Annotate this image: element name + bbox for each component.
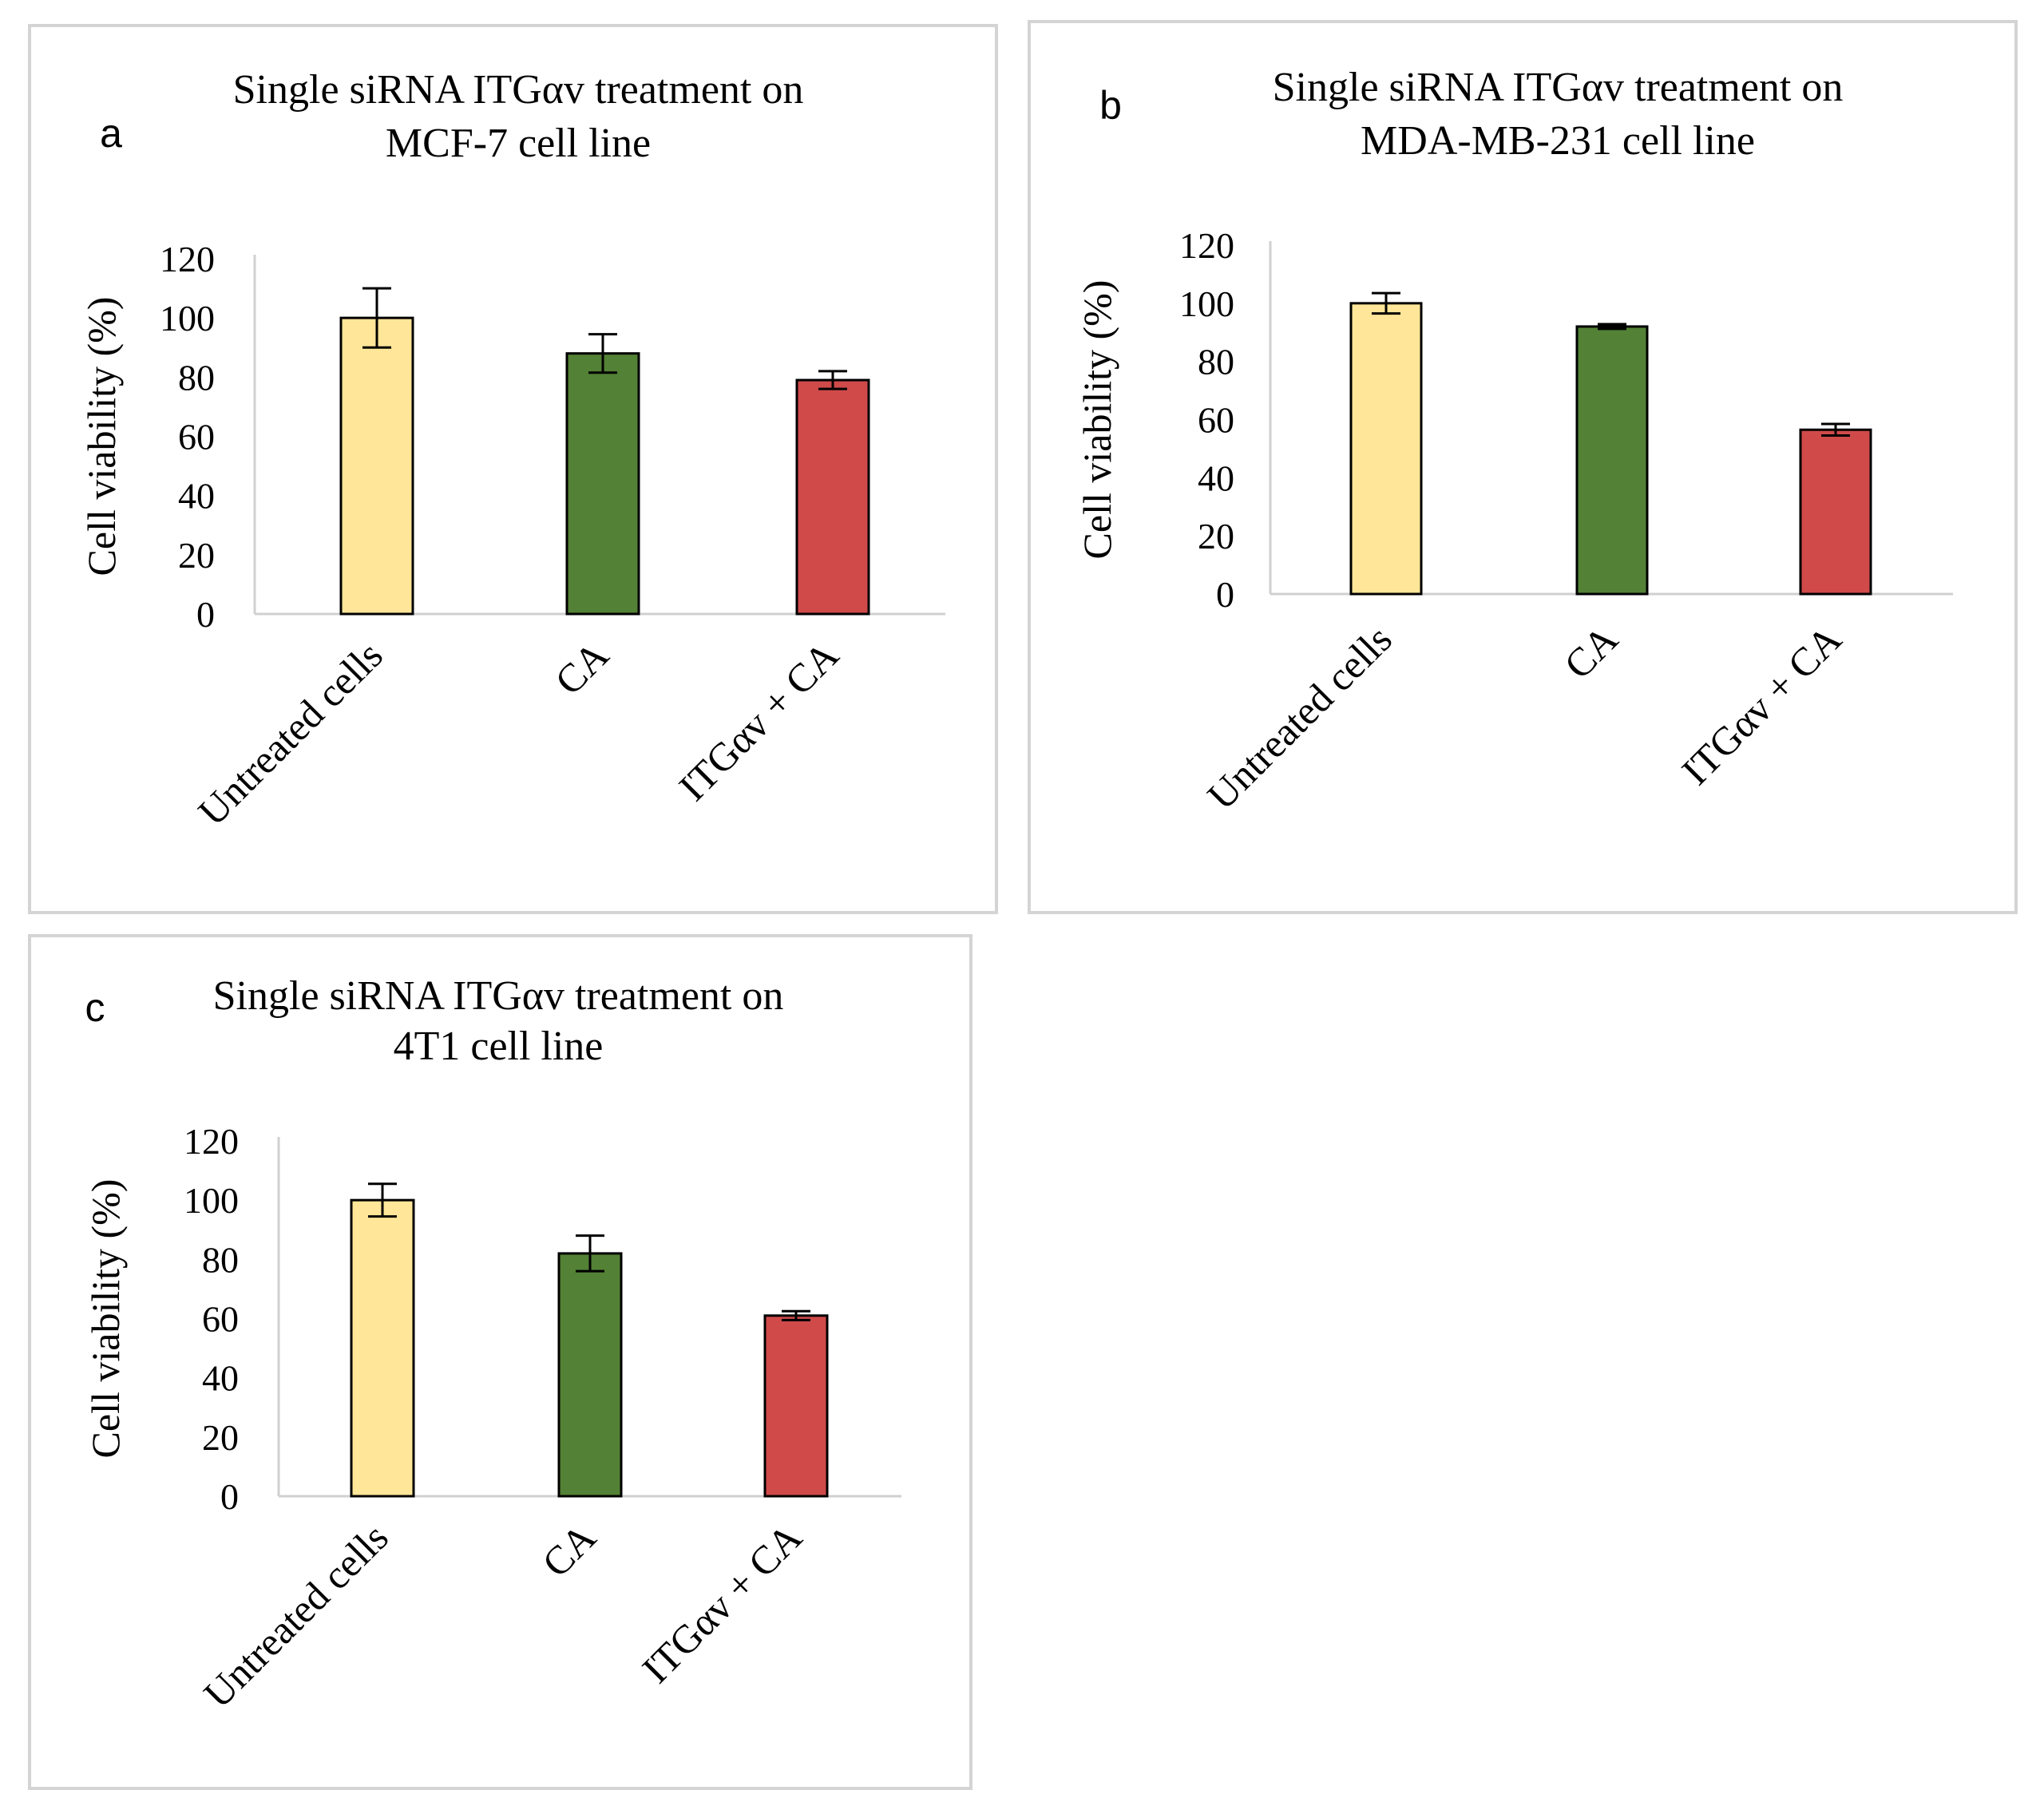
y-tick-label: 0: [1216, 574, 1234, 615]
error-bar-2: [1598, 323, 1626, 331]
chart-panel-a: a Single siRNA ITGαv treatment on MCF-7 ce…: [28, 24, 998, 914]
y-tick-label: 60: [1198, 400, 1234, 441]
bar-1: [339, 316, 414, 616]
y-tick-label: 80: [1198, 342, 1234, 382]
y-tick-label: 60: [202, 1299, 239, 1340]
category-label-1: Untreated cells: [195, 1515, 397, 1717]
bar-3: [1799, 428, 1872, 596]
y-tick-label: 20: [202, 1417, 239, 1458]
y-tick-label: 40: [1198, 457, 1234, 498]
error-bar-3: [818, 370, 847, 390]
y-tick-label: 80: [202, 1239, 239, 1280]
y-tick-label: 80: [178, 357, 215, 398]
category-label-2: CA: [546, 632, 617, 703]
y-tick-label: 120: [160, 239, 215, 279]
category-label-3: ITGαv + CA: [1673, 616, 1849, 793]
y-axis-label: Cell viability (%): [83, 1179, 128, 1459]
panel-letter-a: a: [100, 111, 122, 156]
chart-panel-c: c Single siRNA ITGαv treatment on 4T1 cell…: [28, 934, 972, 1790]
bar-3: [795, 378, 870, 616]
category-label-1: Untreated cells: [189, 632, 391, 834]
y-tick-label: 0: [220, 1476, 239, 1517]
y-tick-label: 100: [1179, 283, 1234, 324]
y-tick-label: 20: [1198, 516, 1234, 556]
category-label-3: ITGαv + CA: [670, 632, 846, 809]
y-tick-label: 120: [184, 1121, 239, 1162]
y-tick-label: 120: [1179, 225, 1234, 266]
y-tick-label: 60: [178, 417, 215, 457]
chart-title-line-2: MCF-7 cell line: [386, 121, 651, 166]
panel-letter-b: b: [1099, 83, 1122, 128]
bar-2: [565, 352, 640, 616]
chart-title-line-1: Single siRNA ITGαv treatment on: [233, 67, 804, 113]
bar-1: [1349, 302, 1423, 596]
error-bar-1: [368, 1182, 397, 1218]
chart-title-line-1: Single siRNA ITGαv treatment on: [213, 973, 784, 1019]
y-tick-label: 100: [160, 298, 215, 339]
y-axis-label: Cell viability (%): [1075, 280, 1119, 560]
error-bar-2: [588, 333, 617, 374]
y-tick-label: 40: [202, 1358, 239, 1399]
category-label-2: CA: [533, 1515, 604, 1586]
chart-svg-b: b Single siRNA ITGαv treatment on MDA-MB-2…: [1075, 65, 1953, 818]
error-bar-3: [782, 1309, 810, 1321]
chart-svg-c: c Single siRNA ITGαv treatment on 4T1 cell…: [83, 973, 901, 1717]
y-tick-label: 40: [178, 476, 215, 517]
y-tick-label: 100: [184, 1180, 239, 1221]
chart-panel-b: b Single siRNA ITGαv treatment on MDA-MB-2…: [1028, 20, 2018, 914]
bar-2: [557, 1252, 623, 1498]
category-label-2: CA: [1555, 616, 1626, 687]
category-label-1: Untreated cells: [1198, 616, 1400, 818]
error-bar-1: [362, 287, 391, 349]
error-bar-2: [576, 1234, 604, 1273]
bar-3: [763, 1314, 829, 1498]
y-axis-label: Cell viability (%): [79, 297, 124, 576]
category-label-3: ITGαv + CA: [633, 1515, 810, 1691]
chart-svg-a: a Single siRNA ITGαv treatment on MCF-7 ce…: [79, 67, 945, 834]
bar-1: [350, 1198, 415, 1498]
y-tick-label: 20: [178, 535, 215, 576]
chart-title-line-1: Single siRNA ITGαv treatment on: [1273, 65, 1844, 110]
chart-title-line-2: 4T1 cell line: [394, 1024, 604, 1069]
y-tick-label: 0: [196, 594, 215, 635]
chart-title-line-2: MDA-MB-231 cell line: [1361, 118, 1755, 164]
bar-2: [1575, 325, 1649, 596]
error-bar-1: [1372, 291, 1400, 315]
panel-letter-c: c: [85, 985, 105, 1030]
error-bar-3: [1821, 422, 1850, 438]
